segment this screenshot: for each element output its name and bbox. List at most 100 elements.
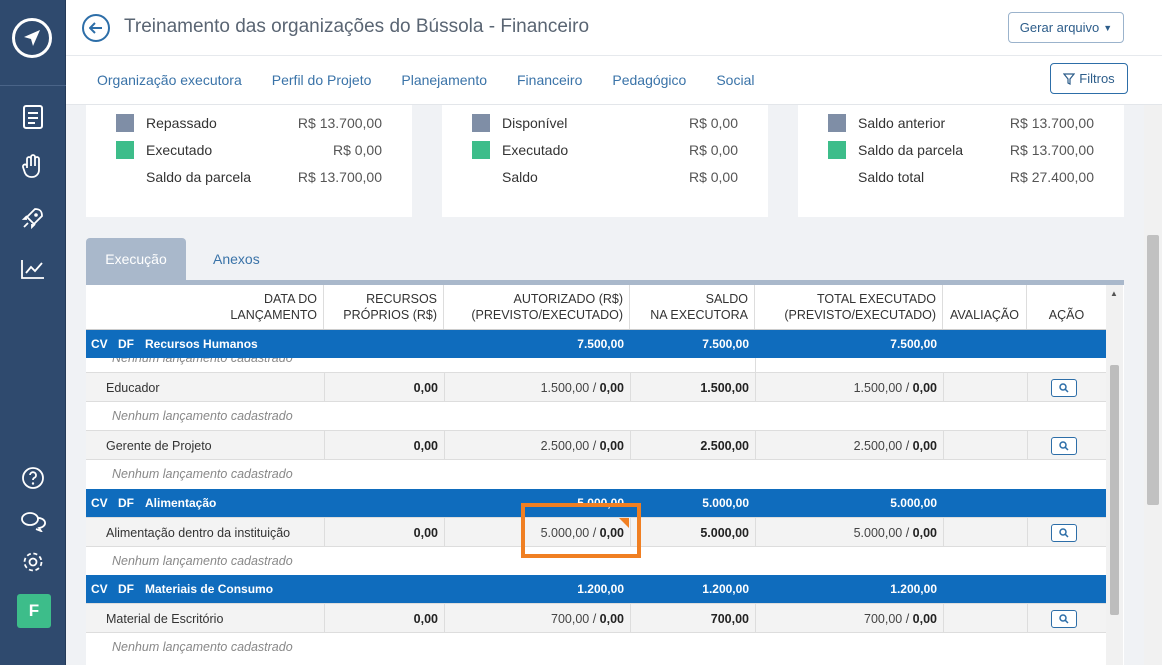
- category-saldo: 5.000,00: [702, 496, 749, 510]
- nav-financeiro[interactable]: Financeiro: [517, 72, 583, 88]
- back-button[interactable]: [82, 14, 110, 42]
- chart-icon[interactable]: [18, 254, 48, 284]
- category-saldo: 1.200,00: [702, 582, 749, 596]
- legend-swatch-empty: [116, 168, 134, 186]
- empty-row: Nenhum lançamento cadastrado: [86, 633, 1106, 661]
- filtros-button[interactable]: Filtros: [1050, 63, 1128, 94]
- header-divider: [86, 329, 1106, 330]
- item-name: Alimentação dentro da instituição: [106, 526, 291, 540]
- cell-total: 2.500,00 / 0,00: [755, 431, 943, 459]
- hand-heart-icon[interactable]: [18, 152, 48, 182]
- search-icon: [1059, 528, 1069, 538]
- empty-text: Nenhum lançamento cadastrado: [112, 554, 293, 568]
- card-label: Saldo total: [858, 169, 925, 185]
- tot-executado: 0,00: [912, 381, 937, 395]
- aut-executado: 0,00: [599, 381, 624, 395]
- cell-total: 700,00 / 0,00: [755, 604, 943, 632]
- rocket-icon[interactable]: [18, 203, 48, 233]
- view-button[interactable]: [1051, 610, 1077, 628]
- settings-icon[interactable]: [18, 547, 48, 577]
- tab-underline: [86, 280, 1124, 285]
- card-value: R$ 27.400,00: [1009, 169, 1094, 185]
- nav-pedagogico[interactable]: Pedagógico: [612, 72, 687, 88]
- header-divider: [66, 55, 1162, 56]
- page-scrollbar-thumb[interactable]: [1147, 235, 1159, 505]
- saldo-value: 2.500,00: [700, 439, 749, 453]
- view-button[interactable]: [1051, 379, 1077, 397]
- scroll-up-arrow-icon[interactable]: ▲: [1110, 289, 1118, 298]
- page-scrollbar[interactable]: [1144, 105, 1162, 665]
- category-name: Alimentação: [145, 496, 217, 510]
- category-saldo: 7.500,00: [702, 337, 749, 351]
- card-label: Repassado: [146, 115, 217, 131]
- legend-swatch: [828, 114, 846, 132]
- tot-previsto: 2.500,00 /: [853, 439, 913, 453]
- category-row-materiais-de-consumo: CV DF Materiais de Consumo 1.200,00 1.20…: [86, 575, 1106, 603]
- empty-row: Nenhum lançamento cadastrado: [86, 460, 1106, 488]
- cell-saldo: 5.000,00: [630, 518, 755, 546]
- col-header-saldo: SALDO NA EXECUTORA: [630, 285, 755, 331]
- col-header-total: TOTAL EXECUTADO (PREVISTO/EXECUTADO): [755, 285, 943, 331]
- cv-label: CV: [91, 337, 108, 351]
- table-scrollbar[interactable]: ▲: [1106, 285, 1123, 665]
- header-text: PRÓPRIOS (R$): [343, 308, 437, 322]
- gerar-arquivo-button[interactable]: Gerar arquivo ▼: [1008, 12, 1124, 43]
- table-scrollbar-thumb[interactable]: [1110, 365, 1119, 615]
- sidebar: F: [0, 0, 66, 665]
- tab-execucao[interactable]: Execução: [86, 238, 186, 280]
- aut-previsto: 5.000,00 /: [540, 526, 600, 540]
- cell-saldo: 2.500,00: [630, 431, 755, 459]
- card-value: R$ 0,00: [688, 169, 738, 185]
- chat-icon[interactable]: [18, 506, 48, 536]
- header-text: (PREVISTO/EXECUTADO): [471, 308, 623, 322]
- nav-planejamento[interactable]: Planejamento: [401, 72, 487, 88]
- card-row: Executado R$ 0,00: [116, 140, 382, 160]
- card-row: Repassado R$ 13.700,00: [116, 113, 382, 133]
- category-row-recursos-humanos: CV DF Recursos Humanos 7.500,00 7.500,00…: [86, 330, 1106, 358]
- empty-row: Nenhum lançamento cadastrado: [86, 358, 1106, 372]
- table-row-alimentacao-instituicao: Alimentação dentro da instituição 0,00 5…: [86, 517, 1106, 547]
- cell-avaliacao: [943, 373, 1027, 401]
- cell-saldo: 1.500,00: [630, 373, 755, 401]
- recursos-value: 0,00: [413, 381, 438, 395]
- user-avatar[interactable]: F: [17, 594, 51, 628]
- nav-perfil-do-projeto[interactable]: Perfil do Projeto: [271, 72, 372, 88]
- legend-swatch: [116, 141, 134, 159]
- category-name: Recursos Humanos: [145, 337, 258, 351]
- highlight-box: [521, 503, 641, 558]
- document-icon[interactable]: [18, 102, 48, 132]
- tot-previsto: 5.000,00 /: [853, 526, 913, 540]
- aut-executado: 0,00: [599, 612, 624, 626]
- card-value: R$ 0,00: [688, 115, 738, 131]
- col-header-avaliacao: AVALIAÇÃO: [943, 285, 1027, 331]
- card-row: Saldo da parcela R$ 13.700,00: [116, 167, 382, 187]
- cell-total: 5.000,00 / 0,00: [755, 518, 943, 546]
- card-value: R$ 13.700,00: [297, 169, 382, 185]
- col-header-data: DATA DO LANÇAMENTO: [86, 285, 324, 331]
- help-icon[interactable]: [18, 463, 48, 493]
- df-label: DF: [118, 337, 134, 351]
- col-header-autorizado: AUTORIZADO (R$) (PREVISTO/EXECUTADO): [444, 285, 630, 331]
- card-row: Saldo total R$ 27.400,00: [828, 167, 1094, 187]
- card-label: Saldo: [502, 169, 538, 185]
- saldo-value: 700,00: [710, 612, 749, 626]
- summary-card-saldo-anterior: Saldo anterior R$ 13.700,00 Saldo da par…: [798, 105, 1124, 217]
- recursos-value: 0,00: [413, 526, 438, 540]
- cell-divider: [755, 358, 756, 372]
- nav-organizacao-executora[interactable]: Organização executora: [97, 72, 242, 88]
- cell-autorizado: 2.500,00 / 0,00: [444, 431, 630, 459]
- view-button[interactable]: [1051, 524, 1077, 542]
- recursos-value: 0,00: [413, 612, 438, 626]
- legend-swatch: [472, 114, 490, 132]
- search-icon: [1059, 441, 1069, 451]
- header-text: SALDO: [705, 292, 748, 306]
- tot-executado: 0,00: [912, 439, 937, 453]
- empty-text: Nenhum lançamento cadastrado: [112, 358, 293, 365]
- category-total: 5.000,00: [890, 496, 937, 510]
- card-label: Saldo anterior: [858, 115, 946, 131]
- view-button[interactable]: [1051, 437, 1077, 455]
- app-logo-icon[interactable]: [12, 18, 52, 58]
- card-value: R$ 13.700,00: [1009, 115, 1094, 131]
- nav-social[interactable]: Social: [716, 72, 755, 88]
- tab-anexos[interactable]: Anexos: [213, 251, 260, 267]
